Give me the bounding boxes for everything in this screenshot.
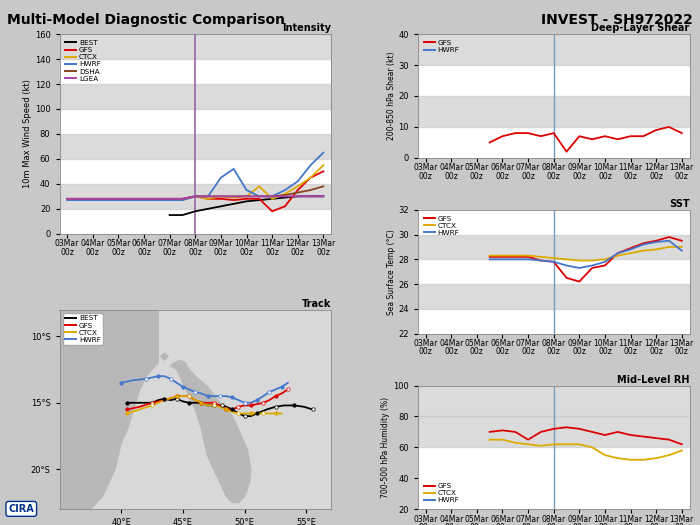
Polygon shape [60, 310, 158, 509]
Legend: GFS, HWRF: GFS, HWRF [421, 38, 461, 55]
Text: SST: SST [669, 199, 690, 209]
Y-axis label: 200-850 hPa Shear (kt): 200-850 hPa Shear (kt) [386, 51, 395, 140]
Text: Track: Track [302, 299, 331, 309]
Text: CIRA: CIRA [8, 504, 34, 514]
Bar [418, 235, 690, 259]
Text: Deep-Layer Shear: Deep-Layer Shear [592, 23, 690, 34]
Bar [418, 96, 690, 127]
Legend: BEST, GFS, CTCX, HWRF: BEST, GFS, CTCX, HWRF [63, 313, 103, 345]
Legend: BEST, GFS, CTCX, HWRF, DSHA, LGEA: BEST, GFS, CTCX, HWRF, DSHA, LGEA [63, 38, 103, 84]
Bar [418, 284, 690, 309]
Bar [60, 134, 331, 159]
Polygon shape [161, 353, 168, 360]
Y-axis label: 10m Max Wind Speed (kt): 10m Max Wind Speed (kt) [23, 79, 32, 188]
Bar [60, 184, 331, 209]
Bar [418, 34, 690, 65]
Text: Mid-Level RH: Mid-Level RH [617, 375, 690, 385]
Text: Intensity: Intensity [282, 23, 331, 34]
Bar [418, 385, 690, 416]
Y-axis label: Sea Surface Temp (°C): Sea Surface Temp (°C) [386, 229, 395, 314]
Text: INVEST - SH972022: INVEST - SH972022 [541, 13, 693, 27]
Bar [60, 34, 331, 59]
Legend: GFS, CTCX, HWRF: GFS, CTCX, HWRF [421, 214, 461, 238]
Text: Multi-Model Diagnostic Comparison: Multi-Model Diagnostic Comparison [7, 13, 285, 27]
Bar [60, 84, 331, 109]
Y-axis label: 700-500 hPa Humidity (%): 700-500 hPa Humidity (%) [382, 397, 391, 498]
Bar [418, 416, 690, 447]
Polygon shape [171, 360, 251, 502]
Legend: GFS, CTCX, HWRF: GFS, CTCX, HWRF [421, 481, 461, 506]
